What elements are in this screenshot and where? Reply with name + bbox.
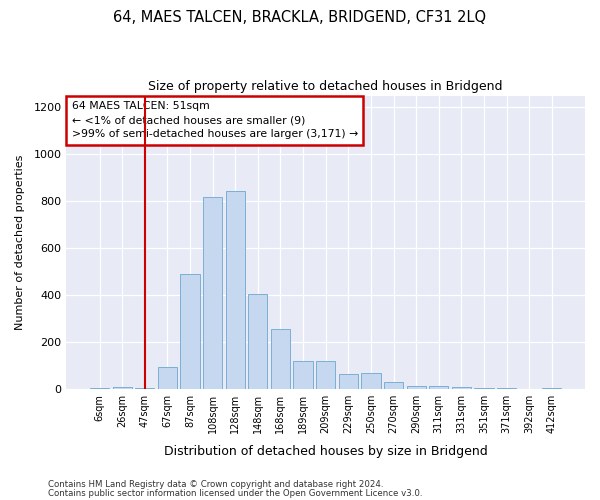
- Bar: [90, 388, 109, 389]
- Bar: [384, 382, 403, 389]
- Y-axis label: Number of detached properties: Number of detached properties: [15, 154, 25, 330]
- Bar: [497, 388, 516, 389]
- X-axis label: Distribution of detached houses by size in Bridgend: Distribution of detached houses by size …: [164, 444, 488, 458]
- Bar: [181, 274, 200, 389]
- Bar: [248, 294, 268, 389]
- Bar: [429, 386, 448, 389]
- Bar: [338, 374, 358, 389]
- Bar: [293, 361, 313, 389]
- Bar: [475, 388, 494, 389]
- Bar: [271, 330, 290, 389]
- Text: Contains HM Land Registry data © Crown copyright and database right 2024.: Contains HM Land Registry data © Crown c…: [48, 480, 383, 489]
- Bar: [203, 196, 222, 389]
- Bar: [452, 387, 471, 389]
- Title: Size of property relative to detached houses in Bridgend: Size of property relative to detached ho…: [148, 80, 503, 93]
- Bar: [361, 373, 380, 389]
- Bar: [135, 388, 154, 389]
- Bar: [407, 386, 426, 389]
- Bar: [113, 387, 132, 389]
- Bar: [158, 367, 177, 389]
- Text: 64, MAES TALCEN, BRACKLA, BRIDGEND, CF31 2LQ: 64, MAES TALCEN, BRACKLA, BRIDGEND, CF31…: [113, 10, 487, 25]
- Bar: [542, 388, 562, 389]
- Text: Contains public sector information licensed under the Open Government Licence v3: Contains public sector information licen…: [48, 488, 422, 498]
- Text: 64 MAES TALCEN: 51sqm
← <1% of detached houses are smaller (9)
>99% of semi-deta: 64 MAES TALCEN: 51sqm ← <1% of detached …: [71, 102, 358, 140]
- Bar: [226, 190, 245, 389]
- Bar: [316, 361, 335, 389]
